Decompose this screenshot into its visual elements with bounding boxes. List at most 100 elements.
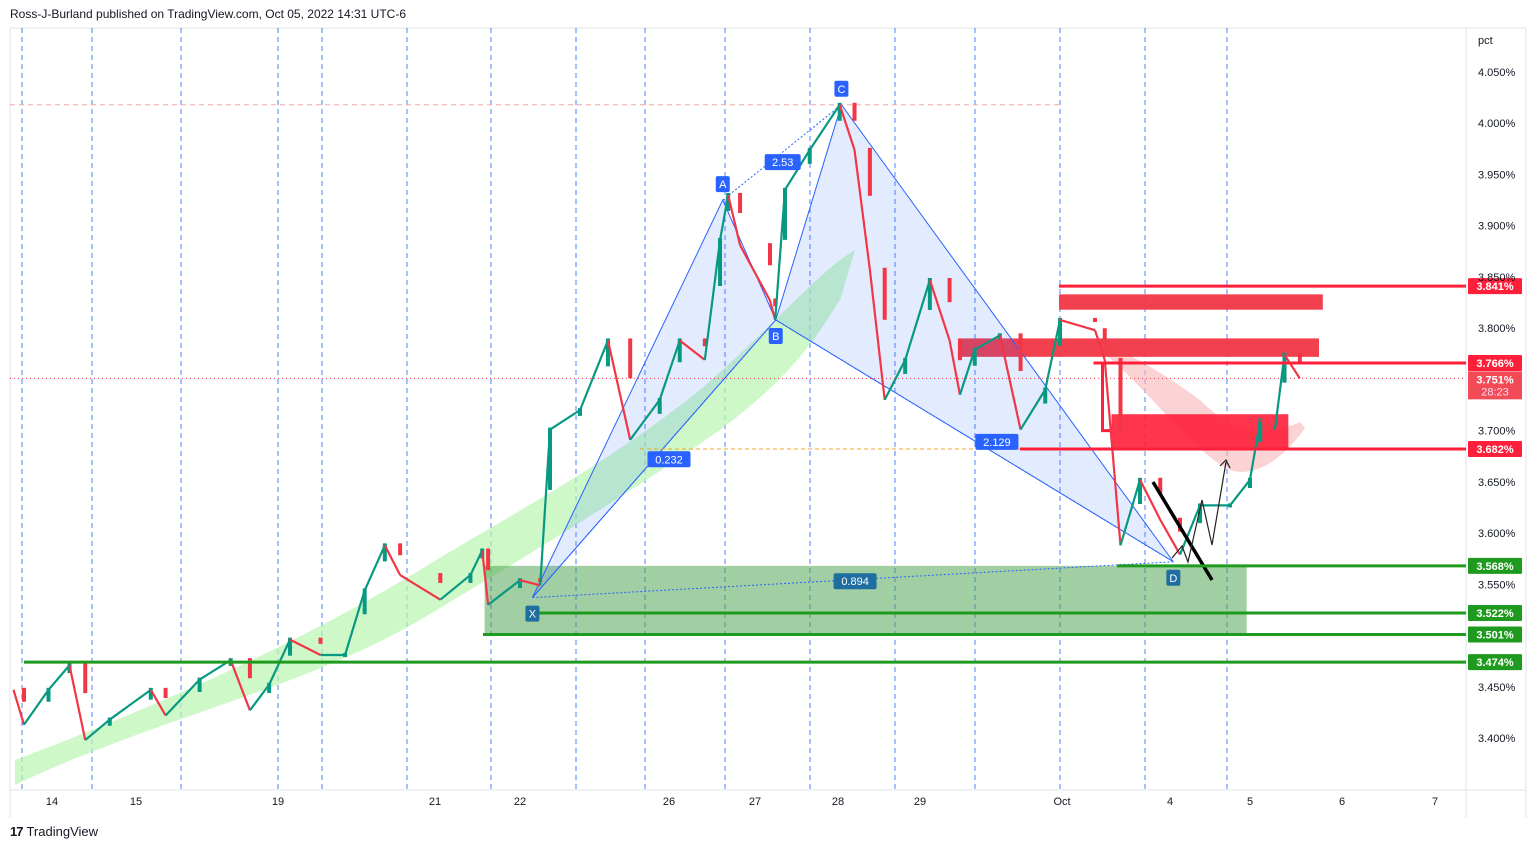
price-candle <box>1093 317 1097 323</box>
pattern-ratio-badge <box>647 451 691 468</box>
price-candle <box>1198 503 1202 524</box>
price-candle <box>197 677 202 692</box>
price-level-label: 3.841% <box>1476 281 1514 293</box>
price-candle <box>782 187 787 240</box>
price-segment <box>12 689 26 725</box>
price-candle <box>318 637 323 644</box>
price-candle <box>852 102 857 121</box>
price-segment <box>998 335 1022 430</box>
price-candle <box>1118 357 1123 433</box>
price-segment <box>703 239 722 361</box>
price-segment <box>1119 479 1142 546</box>
pattern-ratio-badge <box>764 154 801 171</box>
pattern-ac-line <box>722 104 842 201</box>
price-candle <box>957 338 962 361</box>
price-segment <box>549 409 581 431</box>
y-tick-label: 3.550% <box>1478 579 1516 591</box>
price-segment <box>439 574 472 601</box>
price-candle <box>605 338 610 367</box>
price-candle <box>927 277 932 310</box>
price-candle <box>148 687 153 700</box>
price-segment <box>1283 354 1301 379</box>
pattern-ratio-label: 0.894 <box>841 576 869 588</box>
price-candle <box>1138 477 1142 505</box>
x-tick-label: 7 <box>1432 796 1438 808</box>
price-candle <box>947 277 952 303</box>
price-segment <box>629 399 661 441</box>
price-candle <box>1272 418 1277 423</box>
price-segment <box>68 665 87 741</box>
pattern-ratio-badge <box>833 573 877 590</box>
price-segment <box>883 359 907 401</box>
price-segment <box>1139 479 1162 521</box>
pattern-point-badge <box>715 176 730 193</box>
price-candle <box>867 147 872 196</box>
price-segment <box>768 300 777 321</box>
supply-zone-middle <box>961 338 1319 357</box>
price-candle <box>438 573 443 583</box>
price-segment <box>838 104 856 151</box>
price-candle <box>46 687 51 702</box>
price-segment <box>904 279 931 361</box>
price-segment <box>1178 504 1202 556</box>
price-segment <box>958 349 976 396</box>
price-candle <box>163 687 168 699</box>
price-segment <box>249 684 271 711</box>
price-segment <box>289 638 322 656</box>
price-candle <box>1058 317 1063 346</box>
price-candle <box>468 573 473 583</box>
price-candle <box>1018 333 1023 372</box>
pattern-point-badge <box>834 80 849 97</box>
price-candle <box>22 687 26 702</box>
pattern-point-badge <box>768 327 783 344</box>
price-candle <box>398 543 403 556</box>
price-chart[interactable]: 3.841% 3.766% 3.682% 3.568% 3.522% 3.501% 3.47… <box>0 0 1536 818</box>
price-segment <box>739 244 771 302</box>
pattern-point-label: X <box>529 609 537 621</box>
x-tick-label: 5 <box>1247 796 1253 808</box>
price-level-badge <box>1468 626 1522 643</box>
price-candle <box>362 588 367 615</box>
x-tick-label: 26 <box>663 796 675 808</box>
price-level-label: 3.522% <box>1476 608 1514 620</box>
x-tick-label: 21 <box>429 796 441 808</box>
price-level-badge <box>1468 654 1522 671</box>
price-segment <box>658 340 681 401</box>
price-level-label: 3.474% <box>1476 657 1514 669</box>
price-level-label: 3.682% <box>1476 444 1514 456</box>
price-segment <box>1159 519 1181 556</box>
x-tick-label: Oct <box>1053 796 1070 808</box>
x-tick-label: 14 <box>46 796 58 808</box>
tradingview-logo-icon: 17 <box>10 824 24 839</box>
x-tick-label: 29 <box>914 796 926 808</box>
price-candle <box>1158 477 1163 494</box>
price-candle <box>107 717 112 726</box>
y-tick-label: 3.600% <box>1478 528 1516 540</box>
pattern-point-badge <box>1166 569 1181 586</box>
last-price-badge <box>1468 371 1522 400</box>
price-candle <box>247 658 252 679</box>
price-level-badge <box>1468 354 1522 371</box>
price-segment <box>868 269 886 400</box>
price-segment <box>727 194 742 246</box>
price-segment <box>23 689 50 726</box>
x-tick-label: 19 <box>272 796 284 808</box>
price-candle <box>83 663 88 694</box>
price-candle <box>267 682 272 693</box>
price-segment <box>1259 419 1276 431</box>
price-level-badge <box>1468 604 1522 621</box>
price-segment <box>578 340 609 411</box>
x-tick-label: 22 <box>514 796 526 808</box>
price-segment <box>84 718 111 741</box>
y-tick-label: 3.700% <box>1478 426 1516 438</box>
y-tick-label: 3.950% <box>1478 169 1516 181</box>
price-candle <box>767 243 772 266</box>
price-candle <box>1043 387 1048 404</box>
pattern-ratio-badge <box>975 433 1019 450</box>
price-candle <box>1102 328 1107 341</box>
y-tick-label: 3.900% <box>1478 221 1516 233</box>
pattern-bd-line <box>775 319 1174 563</box>
pattern-ratio-label: 2.129 <box>983 437 1011 449</box>
price-level-badge <box>1468 557 1522 574</box>
price-level-badge <box>1468 278 1522 295</box>
